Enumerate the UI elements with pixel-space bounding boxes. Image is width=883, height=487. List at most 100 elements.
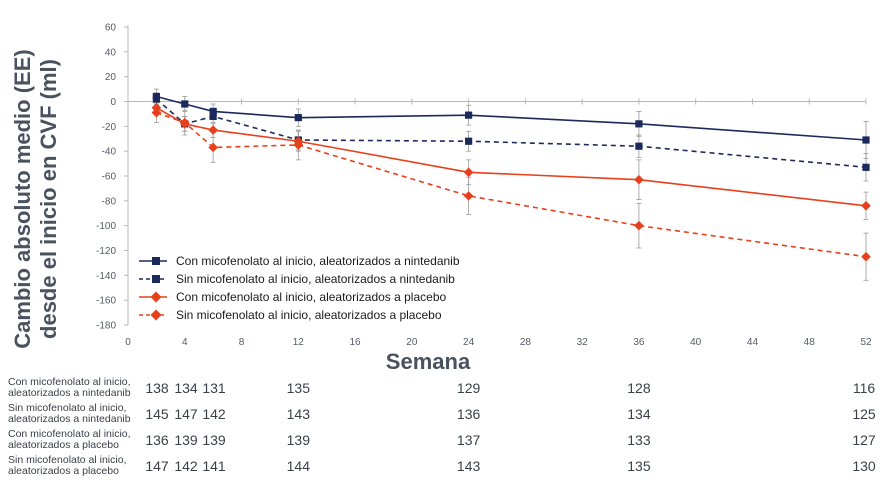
- series-4-point: [463, 191, 474, 201]
- x-tick-label: 20: [406, 337, 418, 348]
- legend-item: Sin micofenolato al inicio, aleatorizado…: [138, 270, 460, 288]
- legend-item: Con micofenolato al inicio, aleatorizado…: [138, 288, 460, 306]
- y-tick-label: 20: [105, 72, 117, 83]
- series-4-point: [208, 142, 218, 153]
- series-3-point: [634, 174, 644, 185]
- y-tick-label: -20: [102, 122, 117, 133]
- numbers-at-risk-value: 139: [286, 432, 310, 448]
- numbers-at-risk-value: 116: [852, 380, 876, 396]
- legend-swatch: [139, 275, 167, 283]
- numbers-at-risk-value: 135: [627, 458, 651, 474]
- numbers-at-risk-row: Sin micofenolato al inicio, aleatorizado…: [0, 402, 883, 428]
- x-tick-label: 12: [293, 337, 305, 348]
- numbers-at-risk-row-label: Sin micofenolato al inicio, aleatorizado…: [8, 454, 127, 477]
- x-tick-label: 52: [860, 337, 872, 348]
- series-1-point: [209, 107, 217, 116]
- series-2-point: [152, 95, 160, 103]
- x-tick-label: 8: [239, 337, 245, 348]
- legend-item: Con micofenolato al inicio, aleatorizado…: [138, 252, 460, 270]
- y-tick-label: -40: [102, 147, 117, 158]
- x-tick-label: 24: [463, 337, 475, 348]
- y-tick-label: -80: [102, 196, 117, 207]
- y-tick-label: -140: [96, 271, 116, 282]
- numbers-at-risk-value: 147: [174, 406, 198, 422]
- numbers-at-risk-row-label: Con micofenolato al inicio, aleatorizado…: [8, 428, 131, 451]
- series-4-point: [293, 140, 304, 150]
- numbers-at-risk-value: 144: [286, 458, 310, 474]
- numbers-at-risk-value: 135: [286, 380, 310, 396]
- numbers-at-risk-value: 127: [852, 432, 876, 448]
- numbers-at-risk-row-label: Sin micofenolato al inicio, aleatorizado…: [8, 402, 131, 425]
- y-tick-label: 60: [105, 23, 117, 34]
- numbers-at-risk-value: 142: [202, 406, 226, 422]
- x-tick-label: 32: [577, 337, 589, 348]
- y-axis-label-line2: desde el inicio en CVF (ml): [35, 59, 61, 339]
- legend-swatch: [139, 257, 167, 265]
- numbers-at-risk-row: Sin micofenolato al inicio, aleatorizado…: [0, 454, 883, 480]
- numbers-at-risk-value: 145: [145, 406, 169, 422]
- numbers-at-risk-value: 142: [174, 458, 198, 474]
- numbers-at-risk-value: 141: [202, 458, 226, 474]
- series-2-point: [465, 137, 473, 145]
- legend: Con micofenolato al inicio, aleatorizado…: [138, 252, 460, 324]
- numbers-at-risk-value: 143: [456, 458, 481, 474]
- series-3-point: [151, 102, 162, 113]
- numbers-at-risk-value: 129: [456, 380, 481, 396]
- numbers-at-risk-value: 134: [627, 406, 651, 422]
- x-tick-label: 0: [125, 337, 131, 348]
- series-4-point: [861, 251, 871, 262]
- x-tick-label: 28: [520, 337, 532, 348]
- numbers-at-risk-value: 133: [627, 432, 651, 448]
- numbers-at-risk-value: 143: [286, 406, 310, 422]
- series-2-point: [862, 163, 870, 171]
- legend-label: Con micofenolato al inicio, aleatorizado…: [176, 290, 447, 304]
- numbers-at-risk-row-label: Con micofenolato al inicio, aleatorizado…: [8, 376, 131, 399]
- series-4-point: [179, 117, 190, 128]
- y-tick-label: -60: [102, 172, 117, 183]
- numbers-at-risk-value: 137: [456, 432, 481, 448]
- y-axis-label: Cambio absoluto medio (EE) desde el inic…: [8, 40, 63, 358]
- legend-swatch: [139, 291, 167, 303]
- series-1-point: [862, 136, 870, 144]
- series-2-point: [635, 142, 643, 150]
- y-tick-label: 0: [110, 97, 116, 108]
- legend-label: Con micofenolato al inicio, aleatorizado…: [176, 254, 460, 268]
- series-1-point: [465, 111, 473, 119]
- numbers-at-risk-value: 131: [202, 380, 226, 396]
- x-tick-label: 44: [747, 337, 759, 348]
- numbers-at-risk-value: 139: [202, 432, 226, 448]
- y-axis-label-line1: Cambio absoluto medio (EE): [9, 49, 35, 349]
- x-tick-label: 48: [804, 337, 816, 348]
- numbers-at-risk-value: 138: [145, 380, 169, 396]
- numbers-at-risk-value: 125: [852, 406, 876, 422]
- series-1-point: [181, 100, 189, 108]
- series-1-point: [635, 120, 643, 128]
- series-2-point: [209, 112, 217, 120]
- numbers-at-risk-value: 136: [456, 406, 481, 422]
- series-3-line: [155, 107, 867, 207]
- series-4-point: [151, 107, 162, 118]
- numbers-at-risk-value: 136: [145, 432, 169, 448]
- x-axis-label: Semana: [385, 349, 471, 374]
- series-3-point: [208, 125, 218, 135]
- x-tick-label: 16: [350, 337, 362, 348]
- y-tick-label: -180: [96, 321, 116, 332]
- numbers-at-risk-value: 134: [174, 380, 198, 396]
- y-tick-label: -160: [96, 296, 116, 307]
- series-4-point: [634, 220, 644, 231]
- y-tick-label: -120: [96, 246, 116, 257]
- series-1-point: [294, 114, 302, 122]
- numbers-at-risk-value: 130: [852, 458, 876, 474]
- series-3-point: [463, 167, 474, 178]
- numbers-at-risk-value: 128: [627, 380, 651, 396]
- series-4-line: [156, 111, 867, 258]
- x-tick-label: 40: [690, 337, 702, 348]
- y-tick-label: -100: [96, 221, 116, 232]
- numbers-at-risk-table: Con micofenolato al inicio, aleatorizado…: [0, 376, 883, 486]
- x-tick-label: 4: [182, 337, 188, 348]
- numbers-at-risk-value: 147: [145, 458, 169, 474]
- legend-label: Sin micofenolato al inicio, aleatorizado…: [176, 308, 442, 322]
- numbers-at-risk-row: Con micofenolato al inicio, aleatorizado…: [0, 376, 883, 402]
- series-1-line: [156, 95, 867, 141]
